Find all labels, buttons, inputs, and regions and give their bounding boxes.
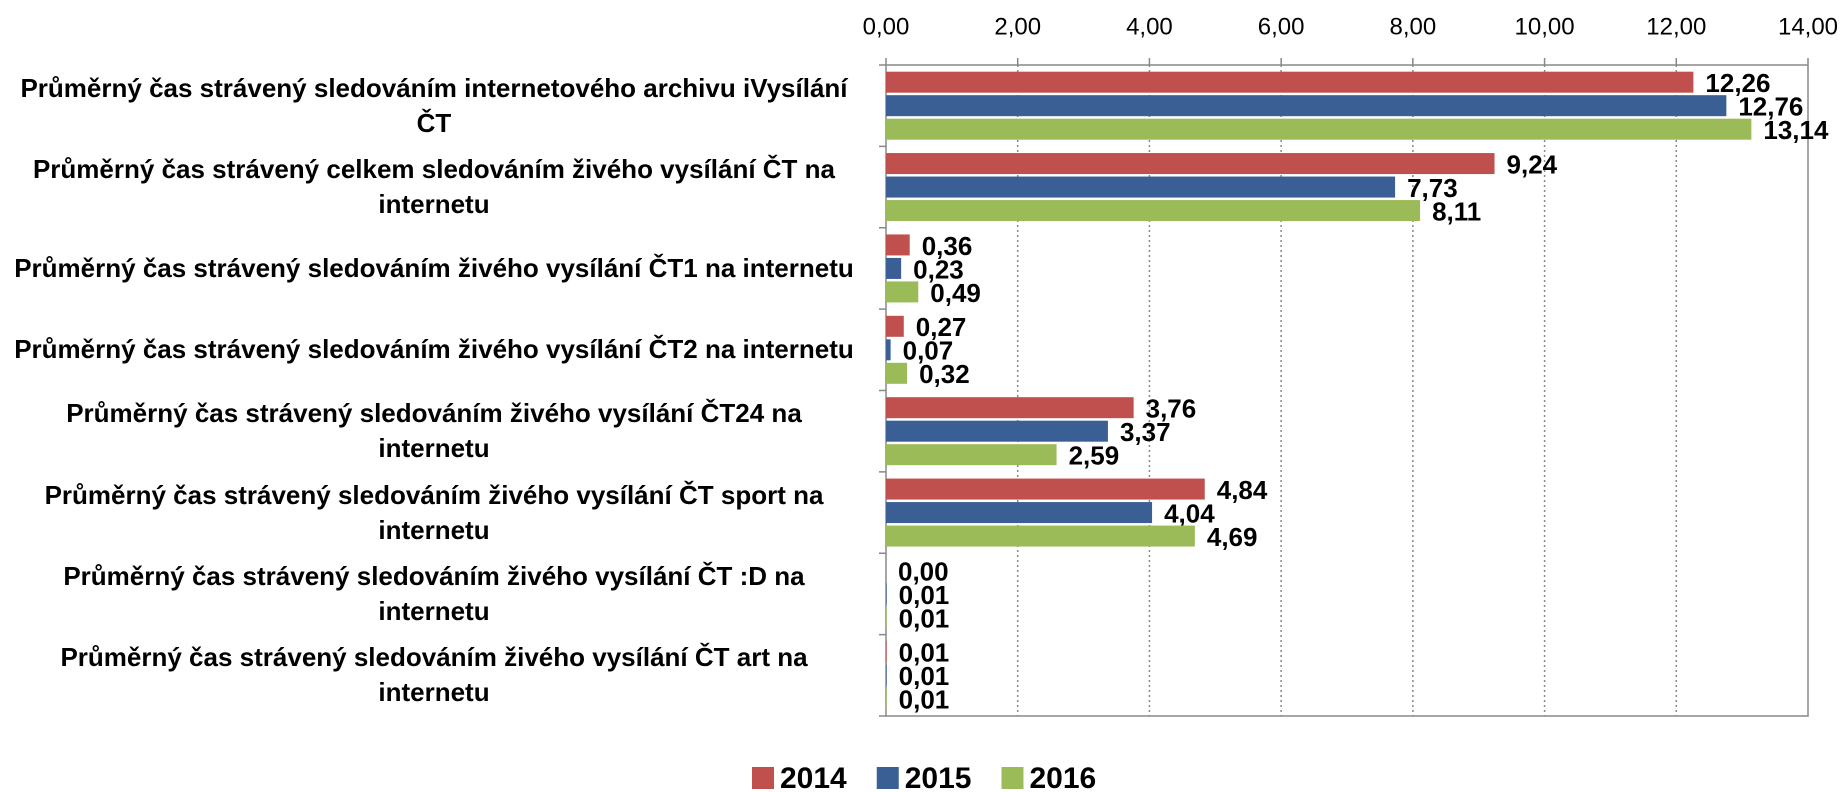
value-label: 8,11 (1432, 196, 1481, 226)
x-tick-label: 14,00 (1778, 13, 1838, 40)
category-label: Průměrný čas strávený sledováním živého … (44, 479, 824, 545)
value-label: 4,69 (1207, 522, 1258, 552)
bar (886, 257, 902, 279)
bar (886, 362, 908, 384)
bar (886, 315, 904, 337)
category-label: Průměrný čas strávený sledováním živého … (60, 642, 808, 708)
x-tick-label: 2,00 (994, 13, 1041, 40)
bar (886, 176, 1396, 198)
x-tick-label: 12,00 (1646, 13, 1706, 40)
value-label: 9,24 (1507, 149, 1558, 179)
value-label: 0,01 (899, 580, 950, 610)
legend-label: 2015 (905, 762, 972, 792)
value-label: 0,01 (899, 638, 950, 668)
value-label: 0,27 (916, 312, 967, 342)
x-tick-label: 4,00 (1126, 13, 1173, 40)
legend-label: 2016 (1030, 762, 1097, 792)
value-label: 7,73 (1407, 173, 1458, 203)
x-tick-label: 8,00 (1389, 13, 1436, 40)
legend-swatch (752, 767, 774, 789)
value-label: 0,49 (930, 278, 981, 308)
value-label: 0,01 (899, 685, 950, 715)
value-label: 0,00 (898, 556, 949, 586)
x-tick-label: 0,00 (863, 13, 910, 40)
category-label: Průměrný čas strávený sledováním živého … (63, 560, 805, 626)
bar (886, 641, 887, 663)
bar (886, 688, 887, 710)
value-label: 0,32 (919, 359, 970, 389)
bar (886, 583, 887, 605)
value-label: 0,07 (903, 336, 954, 366)
value-label: 0,23 (913, 254, 964, 284)
bar (886, 95, 1727, 117)
legend-swatch (1001, 767, 1024, 789)
bar (886, 420, 1108, 442)
category-label: Průměrný čas strávený sledováním živého … (66, 398, 802, 464)
value-label: 3,76 (1146, 394, 1197, 424)
bar (886, 478, 1205, 500)
bar (886, 502, 1153, 524)
bar (886, 281, 919, 303)
bar (886, 234, 910, 256)
value-label: 0,36 (922, 231, 973, 261)
bar (886, 200, 1421, 222)
value-label: 3,37 (1120, 417, 1171, 447)
x-tick-label: 10,00 (1515, 13, 1575, 40)
value-label: 4,84 (1217, 475, 1268, 505)
bar (886, 606, 887, 628)
bar (886, 664, 887, 686)
bar (886, 525, 1195, 547)
legend-label: 2014 (780, 762, 847, 792)
category-label: Průměrný čas strávený sledováním živého … (14, 252, 854, 283)
value-label: 13,14 (1763, 115, 1829, 145)
category-label: Průměrný čas strávený celkem sledováním … (32, 154, 836, 220)
legend-swatch (876, 767, 899, 789)
value-label: 0,01 (899, 661, 950, 691)
value-label: 0,01 (899, 603, 950, 633)
category-label: Průměrný čas strávený sledováním interne… (20, 72, 848, 138)
bar (886, 153, 1495, 175)
value-label: 4,04 (1164, 498, 1215, 528)
bar (886, 71, 1694, 93)
x-tick-label: 6,00 (1258, 13, 1305, 40)
value-label: 2,59 (1069, 441, 1120, 471)
bar (886, 444, 1057, 466)
value-label: 12,26 (1705, 68, 1770, 98)
value-label: 12,76 (1738, 92, 1803, 122)
bar (886, 339, 891, 361)
bar (886, 118, 1752, 140)
category-label: Průměrný čas strávený sledováním živého … (14, 334, 854, 365)
bar (886, 397, 1134, 419)
